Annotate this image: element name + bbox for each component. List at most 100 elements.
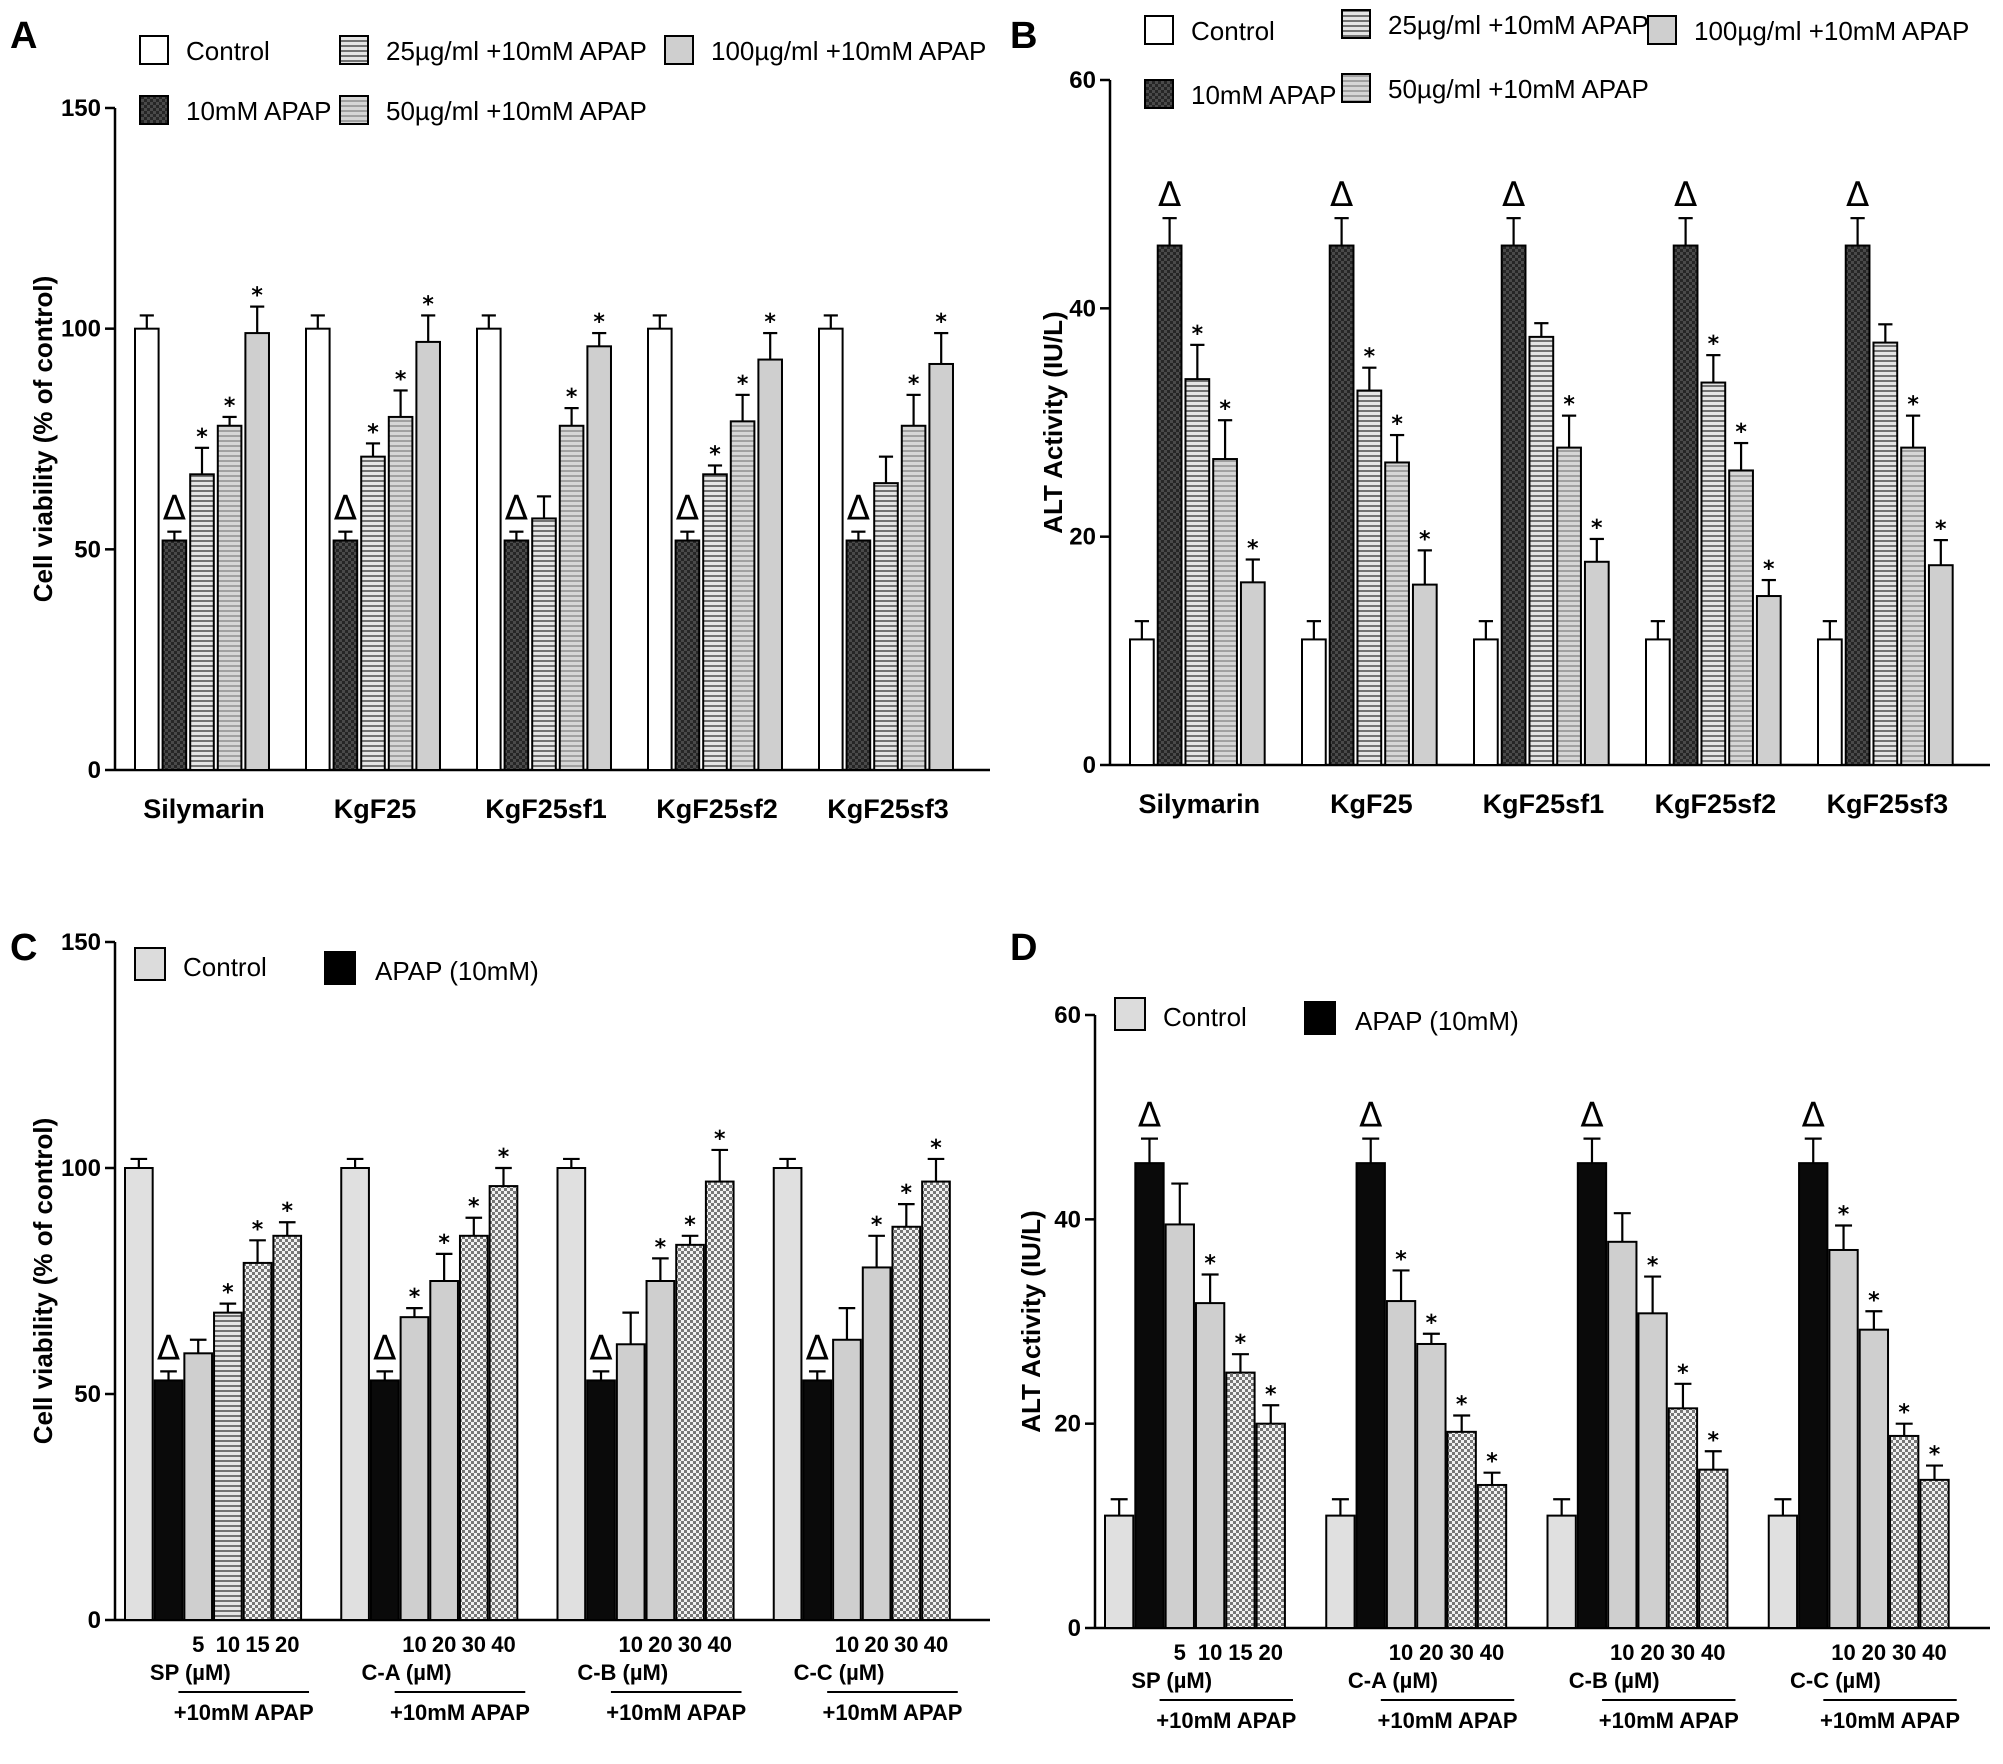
x-dose-label: 20 bbox=[432, 1632, 456, 1657]
x-group-label: C-A (µM) bbox=[362, 1660, 452, 1685]
significance-star: * bbox=[684, 1213, 696, 1238]
significance-delta: Δ bbox=[1802, 1096, 1825, 1136]
bar-dose bbox=[1416, 1342, 1447, 1630]
significance-star: * bbox=[196, 425, 208, 450]
significance-star: * bbox=[901, 1181, 913, 1206]
bar-dark bbox=[674, 539, 701, 771]
y-tick-label: 100 bbox=[61, 316, 101, 343]
y-tick-label: 100 bbox=[61, 1155, 101, 1182]
significance-delta: Δ bbox=[676, 489, 699, 529]
significance-star: * bbox=[1456, 1392, 1468, 1417]
significance-star: * bbox=[908, 372, 920, 397]
x-dose-label: 10 bbox=[216, 1632, 240, 1657]
significance-delta: Δ bbox=[1580, 1096, 1603, 1136]
bar-gray bbox=[244, 332, 270, 771]
x-dose-label: 20 bbox=[648, 1632, 672, 1657]
significance-star: * bbox=[737, 372, 749, 397]
bar-dose bbox=[1698, 1468, 1729, 1630]
legend-label: 10mM APAP bbox=[1191, 80, 1336, 110]
significance-delta: Δ bbox=[157, 1328, 180, 1368]
bar-dark bbox=[1328, 244, 1355, 766]
significance-star: * bbox=[438, 1231, 450, 1256]
bar-dose bbox=[242, 1261, 273, 1622]
significance-star: * bbox=[395, 367, 407, 392]
significance-star: * bbox=[1192, 322, 1204, 347]
significance-star: * bbox=[566, 385, 578, 410]
treatment-label: +10mM APAP bbox=[606, 1700, 746, 1725]
treatment-label: +10mM APAP bbox=[1378, 1708, 1518, 1733]
bar-dark bbox=[1844, 244, 1871, 766]
bar-hstripe bbox=[360, 455, 386, 771]
legend-label: Control bbox=[1191, 16, 1275, 46]
legend-swatch bbox=[1647, 15, 1677, 45]
legend-swatch bbox=[339, 95, 369, 125]
bar-white bbox=[476, 327, 502, 771]
legend-swatch bbox=[1144, 79, 1174, 109]
y-tick-label: 40 bbox=[1054, 1206, 1081, 1233]
significance-delta: Δ bbox=[163, 489, 186, 529]
legend-label: APAP (10mM) bbox=[375, 956, 539, 986]
y-tick-label: 50 bbox=[74, 536, 101, 563]
bar-control bbox=[124, 1167, 154, 1621]
bar-dose bbox=[861, 1266, 892, 1621]
legend-swatch bbox=[339, 35, 369, 65]
bar-dose bbox=[1164, 1223, 1195, 1629]
significance-star: * bbox=[498, 1145, 510, 1170]
x-dose-label: 10 bbox=[1198, 1640, 1222, 1665]
bar-dose bbox=[213, 1311, 243, 1621]
bar-dose bbox=[891, 1225, 922, 1621]
bar-gray bbox=[928, 362, 954, 771]
bar-gray bbox=[1927, 564, 1954, 766]
bar-apap bbox=[1355, 1162, 1386, 1630]
bar-dose bbox=[1385, 1300, 1417, 1629]
y-axis-title: ALT Activity (IU/L) bbox=[1016, 1210, 1046, 1432]
bar-hstripe bbox=[1872, 341, 1899, 766]
significance-delta: Δ bbox=[1846, 175, 1869, 215]
x-dose-label: 15 bbox=[245, 1632, 269, 1657]
bar-dose bbox=[1194, 1302, 1226, 1629]
significance-delta: Δ bbox=[1359, 1096, 1382, 1136]
legend-label: 25µg/ml +10mM APAP bbox=[386, 36, 647, 66]
significance-star: * bbox=[251, 284, 263, 309]
significance-star: * bbox=[935, 310, 947, 335]
significance-star: * bbox=[1204, 1252, 1216, 1277]
bar-control bbox=[1325, 1514, 1356, 1630]
x-dose-label: 10 bbox=[402, 1632, 426, 1657]
significance-star: * bbox=[281, 1199, 293, 1224]
bar-dose bbox=[1828, 1248, 1859, 1629]
y-axis-title: ALT Activity (IU/L) bbox=[1038, 311, 1068, 533]
y-tick-label: 20 bbox=[1069, 524, 1096, 551]
significance-star: * bbox=[1868, 1288, 1880, 1313]
bar-dose bbox=[458, 1234, 489, 1622]
significance-star: * bbox=[593, 310, 605, 335]
bar-gray bbox=[586, 345, 612, 771]
y-tick-label: 150 bbox=[61, 95, 101, 122]
significance-star: * bbox=[1708, 1428, 1720, 1453]
x-group-label: C-B (µM) bbox=[1569, 1668, 1660, 1693]
bar-white bbox=[647, 327, 673, 771]
significance-delta: Δ bbox=[1330, 175, 1353, 215]
bar-control bbox=[1104, 1514, 1135, 1630]
y-tick-label: 50 bbox=[74, 1381, 101, 1408]
legend-label: Control bbox=[183, 952, 267, 982]
legend-label: APAP (10mM) bbox=[1355, 1006, 1519, 1036]
significance-star: * bbox=[1838, 1202, 1850, 1227]
bar-dose bbox=[1446, 1430, 1477, 1629]
bar-dark bbox=[332, 539, 359, 771]
significance-star: * bbox=[1935, 517, 1947, 542]
y-tick-label: 20 bbox=[1054, 1411, 1081, 1438]
significance-star: * bbox=[871, 1213, 883, 1238]
x-dose-label: 5 bbox=[192, 1632, 204, 1657]
bar-hstripe bbox=[1528, 335, 1555, 766]
x-dose-label: 30 bbox=[1671, 1640, 1695, 1665]
significance-star: * bbox=[1591, 516, 1603, 541]
legend-swatch bbox=[1341, 73, 1371, 103]
bar-dose bbox=[832, 1338, 862, 1621]
x-dose-label: 15 bbox=[1228, 1640, 1252, 1665]
legend-swatch bbox=[1304, 1001, 1336, 1035]
bar-apap bbox=[1134, 1162, 1165, 1630]
significance-star: * bbox=[714, 1127, 726, 1152]
bar-dose bbox=[399, 1316, 430, 1622]
bar-hstripe-light bbox=[1212, 458, 1238, 766]
significance-delta: Δ bbox=[334, 489, 357, 529]
